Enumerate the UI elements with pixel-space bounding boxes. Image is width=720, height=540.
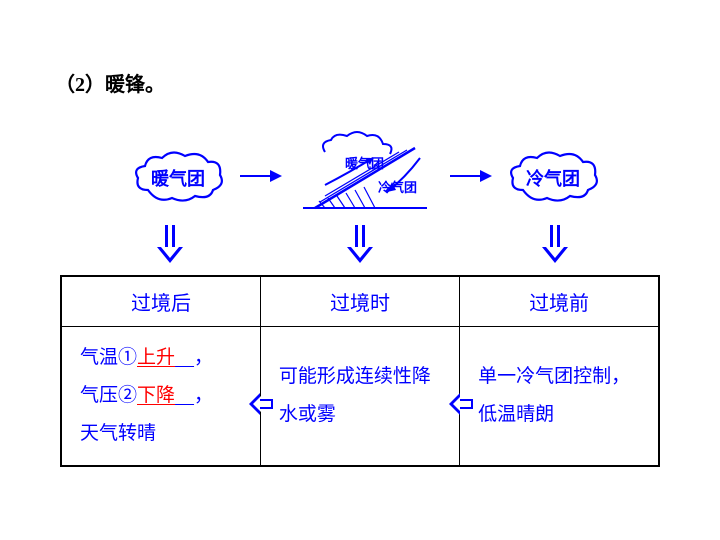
after-l1-pre: 气温①	[80, 347, 137, 368]
after-l2-pre: 气压②	[80, 385, 137, 406]
section-title: （2）暖锋。	[55, 68, 165, 97]
th-during: 过境时	[260, 276, 459, 326]
front-cold-label: 冷气团	[378, 177, 417, 196]
after-l3: 天气转晴	[80, 423, 156, 444]
td-after: 气温①上升 ， 气压②下降 ， 天气转晴	[61, 326, 260, 466]
arrow-right-2	[450, 175, 490, 177]
left-arrow-2	[449, 395, 473, 413]
th-after: 过境后	[61, 276, 260, 326]
td-before: 单一冷气团控制，低温晴朗	[460, 326, 659, 466]
warm-front-table: 过境后 过境时 过境前 气温①上升 ， 气压②下降 ， 天气转晴 可能形成连续性…	[60, 275, 660, 467]
warm-front-diagram	[295, 130, 435, 220]
after-l1-fill: 上升	[137, 347, 175, 368]
front-warm-label: 暖气团	[345, 153, 384, 172]
arrow-right-1	[240, 175, 280, 177]
th-before: 过境前	[460, 276, 659, 326]
table-header-row: 过境后 过境时 过境前	[61, 276, 659, 326]
after-l1-post: ，	[194, 347, 213, 368]
cloud-right-label: 冷气团	[505, 165, 601, 191]
left-arrow-1	[249, 395, 273, 413]
table-body-row: 气温①上升 ， 气压②下降 ， 天气转晴 可能形成连续性降水或雾 单一冷气团控制…	[61, 326, 659, 466]
after-l2-fill: 下降	[137, 385, 175, 406]
diagram-row: 暖气团 暖气团 冷气团 冷气团	[120, 135, 640, 225]
cloud-left-label: 暖气团	[130, 165, 226, 191]
down-arrow-1	[160, 225, 180, 263]
down-arrow-3	[545, 225, 565, 263]
down-arrow-2	[350, 225, 370, 263]
after-l2-post: ，	[194, 385, 213, 406]
td-during: 可能形成连续性降水或雾	[260, 326, 459, 466]
